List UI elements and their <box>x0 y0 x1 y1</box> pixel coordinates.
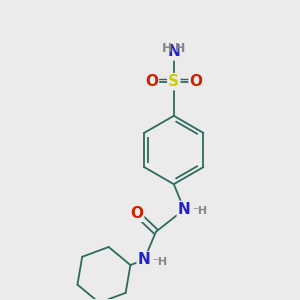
Text: H: H <box>162 42 172 56</box>
Text: N: N <box>178 202 190 217</box>
Text: S: S <box>168 74 179 89</box>
Text: O: O <box>130 206 143 221</box>
Text: O: O <box>190 74 202 89</box>
Text: ⁻H: ⁻H <box>192 206 207 216</box>
Text: N: N <box>167 44 180 59</box>
Text: N: N <box>138 253 150 268</box>
Text: O: O <box>145 74 158 89</box>
Text: ⁻H: ⁻H <box>152 257 167 267</box>
Text: H: H <box>175 42 185 56</box>
